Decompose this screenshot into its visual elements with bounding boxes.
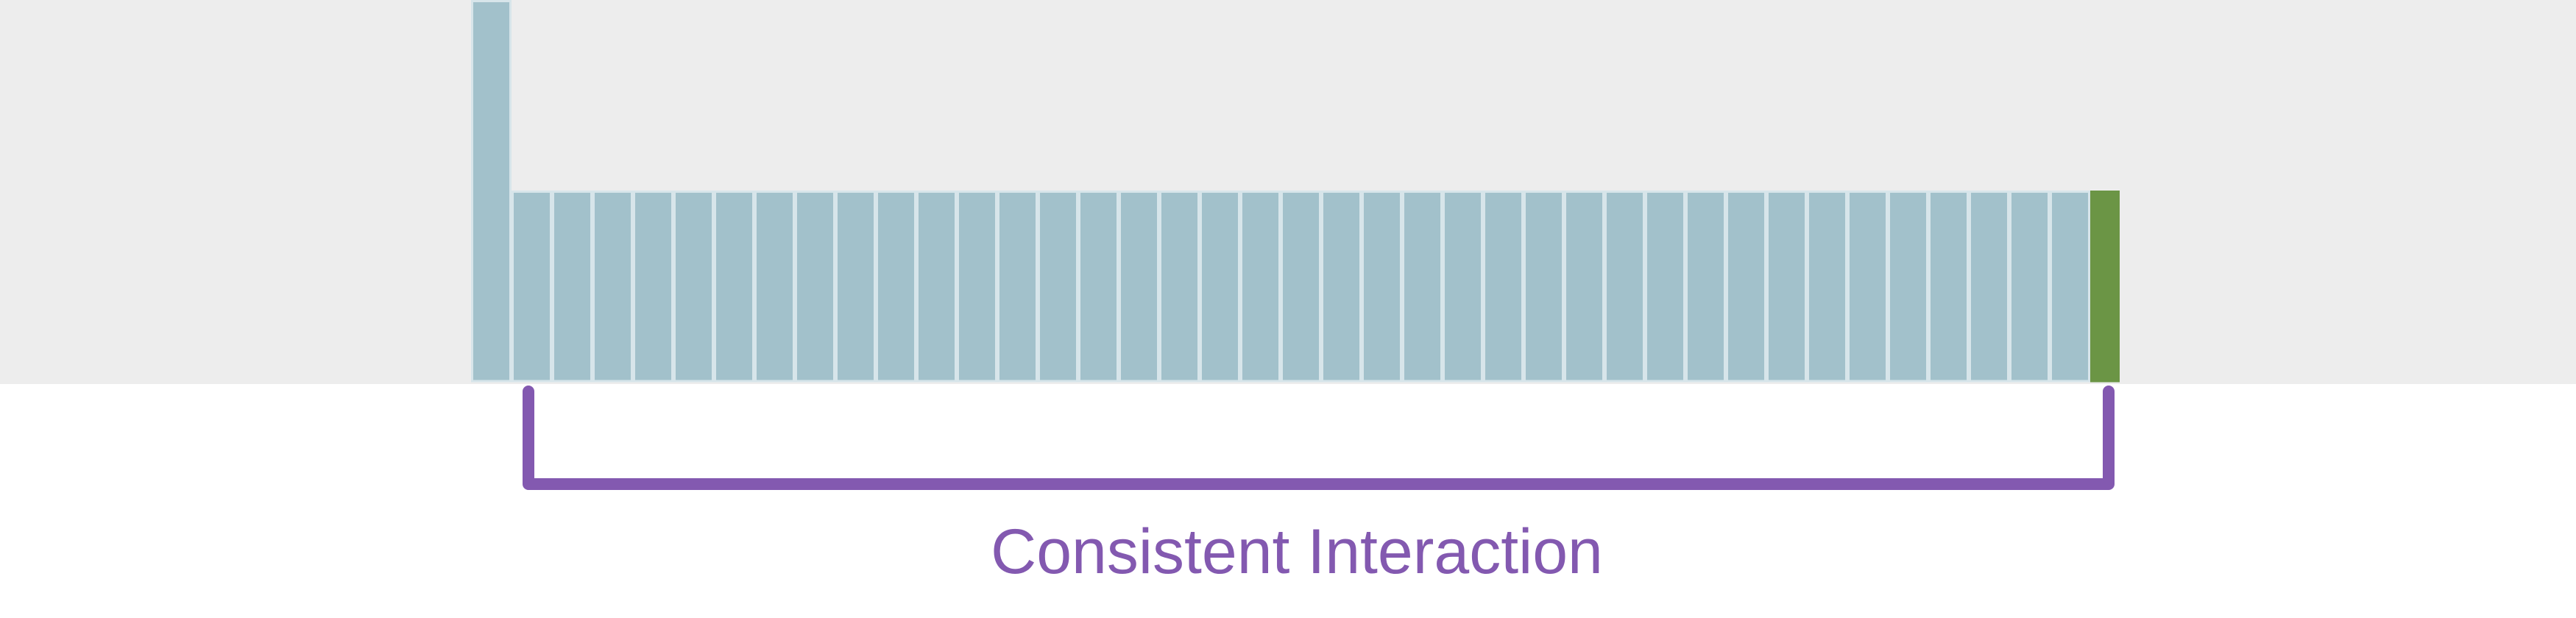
- bar: [1847, 191, 1888, 383]
- bar: [1645, 191, 1685, 383]
- bar: [1119, 191, 1159, 383]
- bar: [1038, 191, 1078, 383]
- bracket-label: Consistent Interaction: [991, 516, 1603, 587]
- bar: [2009, 191, 2050, 383]
- bar: [512, 191, 552, 383]
- bar: [1685, 191, 1726, 383]
- bar: [1321, 191, 1362, 383]
- bar: [1443, 191, 1483, 383]
- bar: [1362, 191, 1402, 383]
- bar: [673, 191, 714, 383]
- bar: [1200, 191, 1240, 383]
- bar: [633, 191, 673, 383]
- bar: [1604, 191, 1645, 383]
- bar: [1483, 191, 1524, 383]
- bar: [714, 191, 754, 383]
- bar: [552, 191, 592, 383]
- bar: [754, 191, 795, 383]
- bar: [1928, 191, 1969, 383]
- bar: [1240, 191, 1281, 383]
- bar: [1564, 191, 1604, 383]
- bar: [1807, 191, 1847, 383]
- highlighted-bar: [2090, 191, 2120, 383]
- bar: [1159, 191, 1200, 383]
- bar: [1969, 191, 2009, 383]
- bar: [1078, 191, 1119, 383]
- bar: [1766, 191, 1807, 383]
- bar: [592, 191, 633, 383]
- bar: [795, 191, 835, 383]
- bracket: [523, 386, 2115, 490]
- bar: [1402, 191, 1443, 383]
- bar: [997, 191, 1038, 383]
- bar: [471, 0, 512, 383]
- bar: [876, 191, 916, 383]
- bar: [1524, 191, 1564, 383]
- bar: [1281, 191, 1321, 383]
- bar: [916, 191, 957, 383]
- bar: [957, 191, 997, 383]
- bar: [1726, 191, 1766, 383]
- bar: [2050, 191, 2090, 383]
- bar: [835, 191, 876, 383]
- bar: [1888, 191, 1928, 383]
